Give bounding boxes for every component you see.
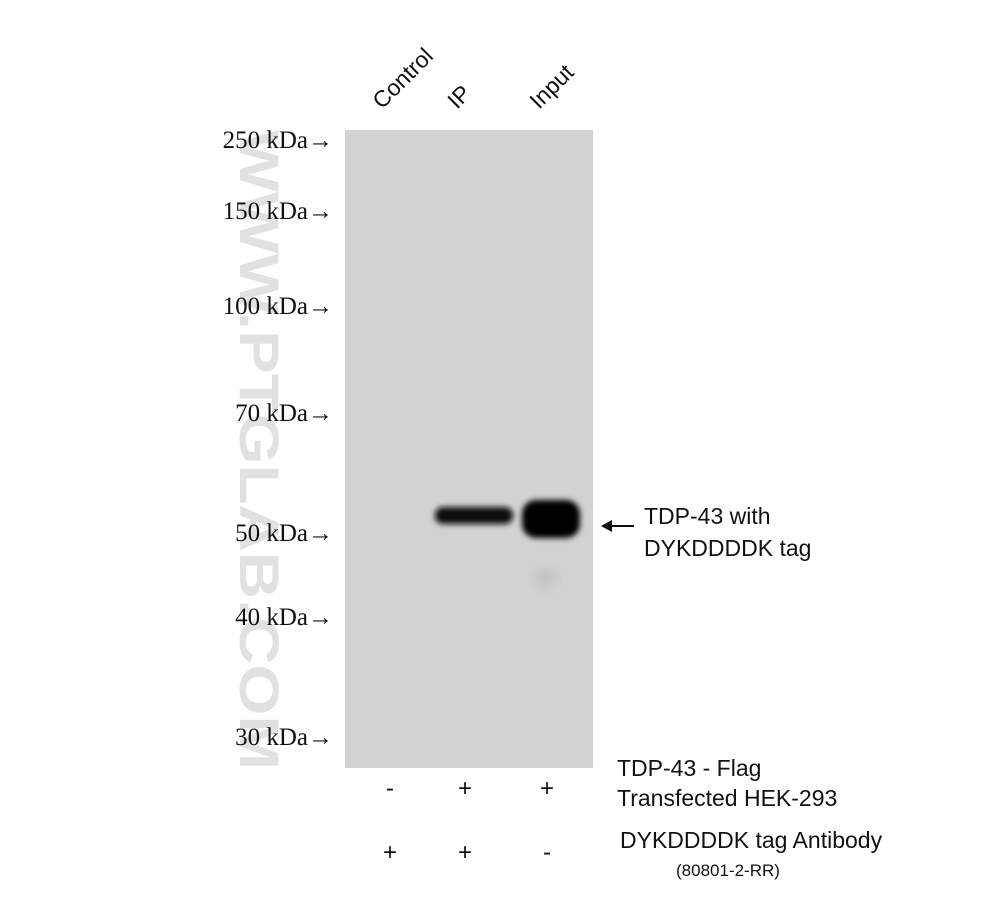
smear (533, 568, 557, 588)
marker-label: 40 kDa→ (235, 604, 333, 631)
marker-label: 70 kDa→ (235, 400, 333, 427)
lane-label: IP (442, 80, 476, 114)
marker-label: 250 kDa→ (223, 127, 333, 154)
sign: + (458, 839, 472, 866)
marker-label: 100 kDa→ (223, 293, 333, 320)
annotation: TDP-43 with (644, 503, 771, 529)
lane-label: Control (367, 43, 438, 114)
sign: + (458, 775, 472, 802)
condition-label: TDP-43 - Flag (617, 755, 761, 781)
sign: + (383, 839, 397, 866)
annotation: DYKDDDDK tag (644, 535, 811, 561)
arrow-head (601, 520, 612, 532)
band-input (522, 500, 580, 538)
marker-label: 150 kDa→ (223, 198, 333, 225)
blot (345, 130, 593, 768)
condition-label: DYKDDDDK tag Antibody (620, 827, 883, 853)
condition-label: Transfected HEK-293 (617, 785, 837, 811)
catalog-number: (80801-2-RR) (676, 861, 780, 880)
marker-label: 50 kDa→ (235, 520, 333, 547)
sign: - (386, 775, 394, 802)
sign: - (543, 839, 551, 866)
marker-label: 30 kDa→ (235, 724, 333, 751)
sign: + (540, 775, 554, 802)
watermark: WWW.PTGLAB.COM (228, 130, 291, 770)
band-ip (435, 507, 513, 524)
lane-label: Input (524, 59, 579, 114)
